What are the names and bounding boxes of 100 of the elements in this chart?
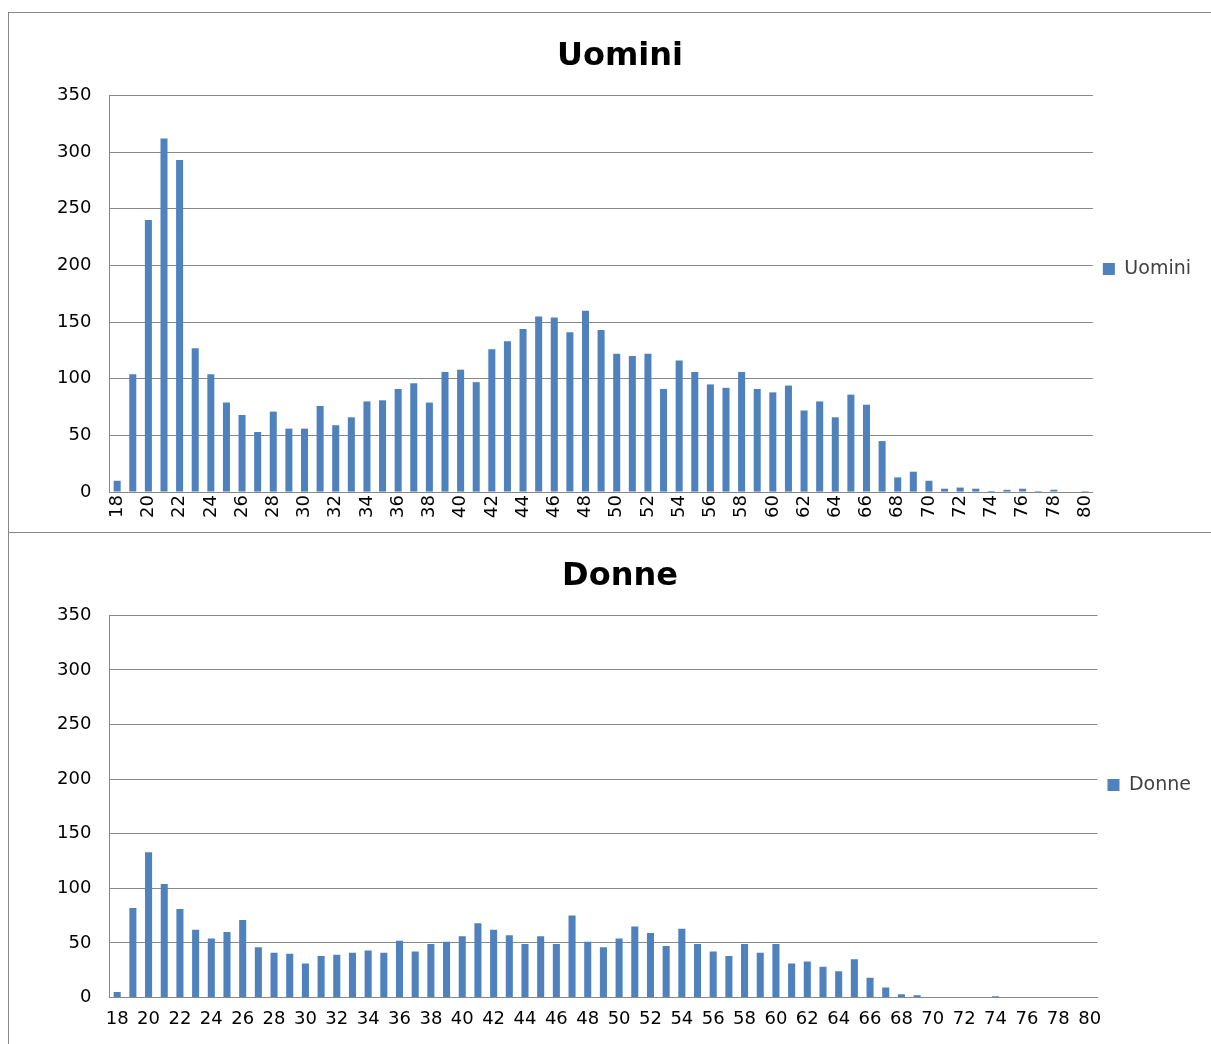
bar [443, 941, 451, 997]
legend-label: Donne [1128, 771, 1191, 794]
x-tick-label: 70 [916, 495, 938, 518]
bar [176, 160, 184, 492]
bar [819, 966, 827, 997]
bar [693, 943, 702, 997]
bar [222, 402, 230, 492]
y-tick-label: 0 [79, 985, 92, 1007]
bar [223, 931, 231, 997]
bar [941, 488, 949, 492]
bar [286, 953, 294, 997]
x-tick-label: 36 [388, 1006, 411, 1028]
bar [769, 392, 777, 492]
bar [584, 941, 592, 997]
bar [316, 405, 324, 492]
bar [425, 402, 433, 492]
bar [474, 923, 482, 997]
x-tick-label: 80 [1078, 1006, 1102, 1028]
bar [1019, 488, 1027, 492]
bar [472, 382, 480, 492]
bar [816, 401, 824, 492]
y-tick-label: 50 [68, 423, 92, 445]
bar [803, 961, 811, 997]
bar [581, 310, 590, 492]
bar [788, 963, 796, 997]
bar [129, 374, 137, 492]
x-tick-label: 56 [701, 1006, 725, 1028]
bar [568, 915, 576, 997]
x-tick-label: 26 [229, 495, 251, 518]
bar [363, 401, 371, 492]
x-tick-label: 34 [356, 1006, 380, 1028]
y-tick-label: 350 [57, 603, 92, 625]
x-tick-label: 80 [1072, 495, 1094, 518]
y-tick-label: 350 [57, 83, 92, 105]
x-tick-label: 52 [639, 1006, 662, 1028]
bar [207, 374, 215, 492]
x-tick-label: 26 [231, 1006, 255, 1028]
x-tick-label: 40 [450, 1006, 474, 1028]
bar [129, 907, 137, 997]
y-tick-label: 150 [57, 821, 92, 843]
bar [488, 349, 496, 492]
bar [646, 933, 654, 997]
y-tick-label: 200 [57, 766, 92, 788]
bar [207, 938, 215, 997]
bar [145, 852, 153, 997]
bar [254, 947, 262, 997]
bar [756, 952, 764, 997]
x-tick-label: 34 [354, 495, 376, 518]
bar [380, 952, 388, 997]
x-tick-label: 22 [168, 1006, 192, 1028]
bar [441, 371, 449, 492]
x-tick-label: 22 [167, 495, 189, 518]
bar [831, 417, 839, 492]
x-tick-label: 24 [198, 495, 220, 518]
bar [521, 943, 529, 997]
bar [552, 943, 560, 997]
bar [909, 471, 917, 492]
x-tick-label: 58 [733, 1006, 757, 1028]
bar [160, 138, 168, 492]
y-tick-label: 200 [57, 253, 92, 275]
x-tick-label: 50 [604, 495, 626, 518]
bar [113, 991, 121, 997]
x-tick-label: 18 [104, 495, 126, 518]
bar [411, 951, 419, 997]
bar [254, 432, 262, 492]
x-tick-label: 44 [510, 495, 532, 518]
bar [662, 946, 670, 997]
x-tick-label: 18 [105, 1006, 129, 1028]
bar [866, 977, 874, 997]
bar [835, 971, 843, 997]
bar [956, 487, 964, 492]
y-tick-label: 250 [57, 712, 92, 734]
bar [333, 954, 341, 997]
x-tick-label: 38 [419, 1006, 443, 1028]
x-tick-label: 70 [921, 1006, 945, 1028]
bar [628, 356, 636, 492]
bar [458, 936, 466, 997]
chart-title: Donne [562, 554, 678, 593]
x-tick-label: 78 [1041, 495, 1063, 518]
bar [270, 952, 278, 997]
x-tick-label: 68 [885, 495, 907, 518]
bar [191, 348, 199, 492]
x-tick-label: 64 [827, 1006, 851, 1028]
bar [239, 919, 247, 997]
bar [395, 940, 404, 997]
bar [644, 353, 652, 492]
x-tick-label: 48 [573, 495, 595, 518]
bar [894, 477, 902, 492]
x-tick-label: 54 [666, 495, 688, 518]
bar [144, 220, 152, 492]
x-tick-label: 42 [482, 1006, 506, 1028]
x-tick-label: 38 [417, 495, 439, 518]
x-tick-label: 62 [791, 495, 813, 518]
x-tick-label: 44 [513, 1006, 537, 1028]
bar [847, 394, 855, 492]
bar [300, 428, 309, 492]
bar [925, 480, 933, 492]
bar [753, 388, 761, 492]
y-tick-label: 0 [79, 479, 92, 501]
bar [613, 353, 621, 492]
